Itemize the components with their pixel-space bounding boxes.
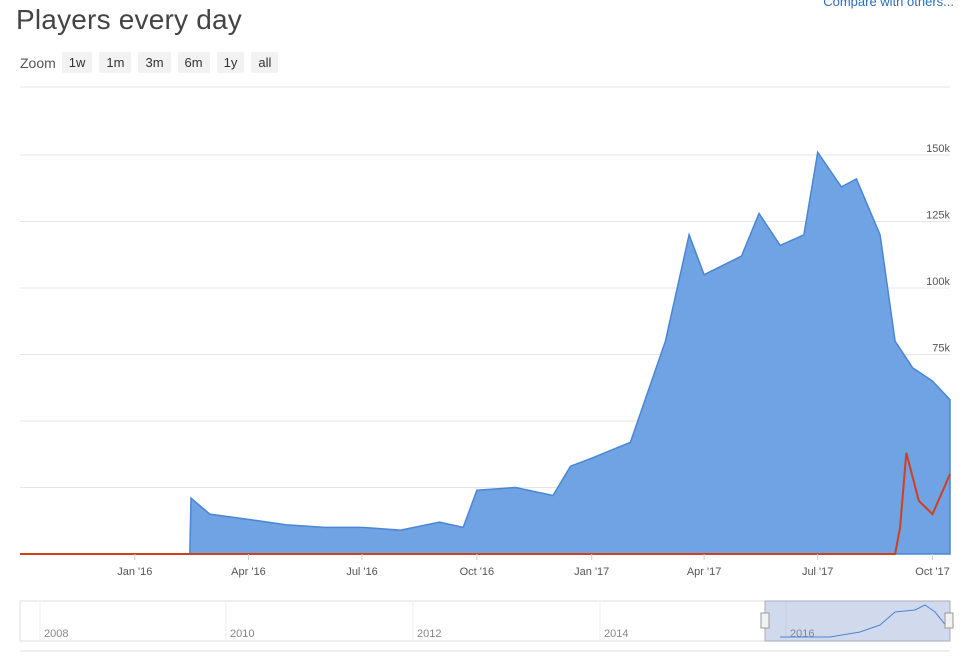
zoom-label: Zoom: [20, 54, 56, 71]
second-line-series: [20, 452, 951, 555]
zoom-6m-button[interactable]: 6m: [177, 52, 210, 73]
zoom-1w-button[interactable]: 1w: [61, 52, 93, 73]
x-tick-label: Jan '16: [117, 566, 152, 578]
x-tick-label: Jan '17: [574, 566, 609, 578]
x-tick-label: Oct '16: [460, 566, 495, 578]
x-tick-label: Apr '16: [231, 566, 266, 578]
navigator-year-label: 2008: [44, 628, 68, 640]
y-tick-label: 125k: [926, 210, 950, 222]
x-tick-label: Jul '16: [346, 566, 377, 578]
compare-link[interactable]: Compare with others...: [823, 0, 954, 9]
x-tick-label: Jul '17: [802, 566, 833, 578]
y-tick-label: 75k: [932, 343, 950, 355]
x-tick-label: Oct '17: [915, 566, 950, 578]
navigator-handle: [760, 612, 770, 629]
zoom-all-button[interactable]: all: [251, 52, 279, 73]
navigator-year-label: 2014: [604, 628, 628, 640]
navigator-frame: [19, 600, 951, 642]
chart-title: Players every day: [16, 4, 242, 35]
zoom-bar: Zoom 1w 1m 3m 6m 1y all: [20, 52, 285, 73]
players-area-series: [20, 150, 951, 555]
navigator-year-label: 2012: [417, 628, 441, 640]
x-tick-label: Apr '17: [687, 566, 722, 578]
navigator-handle: [944, 612, 954, 629]
navigator-series: [780, 604, 949, 638]
navigator-selection: [764, 600, 951, 642]
zoom-1m-button[interactable]: 1m: [99, 52, 132, 73]
zoom-3m-button[interactable]: 3m: [138, 52, 171, 73]
y-tick-label: 100k: [926, 276, 950, 288]
y-tick-label: 150k: [926, 143, 950, 155]
navigator-year-label: 2010: [230, 628, 254, 640]
zoom-1y-button[interactable]: 1y: [216, 52, 245, 73]
